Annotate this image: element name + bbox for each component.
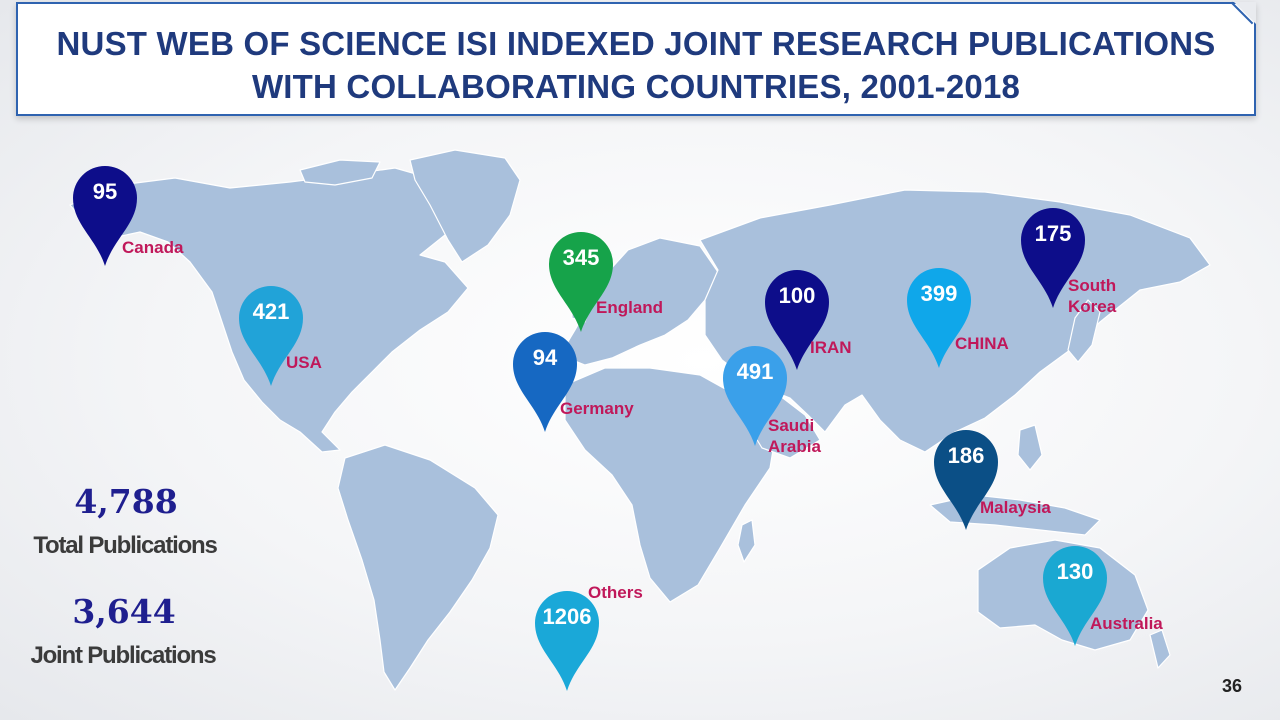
arctic-islands-landmass [299,159,381,186]
country-label-saudi-arabia: Saudi Arabia [768,416,821,456]
japan-landmass [1067,299,1101,363]
philippines-landmass [1017,424,1043,471]
total-publications-value: 4,788 [74,482,178,521]
map-pin-icon [907,268,971,368]
map-pin-icon [239,286,303,386]
total-publications-label: Total Publications [33,532,218,559]
new-zealand-landmass [1149,629,1171,669]
pin-australia: 130 [1040,542,1110,646]
pin-saudi-arabia: 491 [720,342,790,446]
pin-germany: 94 [510,328,580,432]
country-label-china: CHINA [955,334,1009,353]
joint-publications-value: 3,644 [72,592,176,631]
pin-value-south-korea: 175 [1034,221,1072,246]
country-label-others: Others [588,583,643,602]
pin-usa: 421 [236,282,306,386]
madagascar-landmass [737,519,756,563]
map-pin-icon [934,430,998,530]
pin-china: 399 [904,264,974,368]
pin-value-germany: 94 [532,345,558,370]
country-label-usa: USA [286,353,322,372]
pin-iran: 100 [762,266,832,370]
country-label-malaysia: Malaysia [980,498,1051,517]
pin-value-saudi-arabia: 491 [736,359,774,384]
pin-value-canada: 95 [92,179,118,204]
pin-value-england: 345 [562,245,600,270]
pin-value-usa: 421 [252,299,290,324]
pin-value-iran: 100 [778,283,816,308]
map-pin-icon [513,332,577,432]
map-pin-icon [1021,208,1085,308]
pin-malaysia: 186 [931,426,1001,530]
map-pin-icon [723,346,787,446]
map-pin-icon [549,232,613,332]
pin-value-others: 1206 [542,604,592,629]
country-label-iran: IRAN [810,338,852,357]
map-pin-icon [535,591,599,691]
page-title-line-1: NUST WEB OF SCIENCE ISI INDEXED JOINT RE… [56,25,1216,62]
pin-value-australia: 130 [1056,559,1094,584]
pin-value-malaysia: 186 [947,443,985,468]
country-label-south-korea: South Korea [1068,276,1117,316]
joint-publications-label: Joint Publications [30,642,216,669]
country-label-england: England [596,298,664,317]
map-pin-icon [765,270,829,370]
country-label-australia: Australia [1090,614,1163,633]
pin-england: 345 [546,228,616,332]
south-america-landmass [337,444,499,691]
country-label-canada: Canada [122,238,184,257]
title-box: NUST WEB OF SCIENCE ISI INDEXED JOINT RE… [16,1,1256,116]
page-title-line-2: WITH COLLABORATING COUNTRIES, 2001-2018 [251,68,1021,105]
title-folded-corner [1234,2,1256,24]
page-number: 36 [1222,676,1243,696]
pin-canada: 95 [70,162,140,266]
pin-south-korea: 175 [1018,204,1088,308]
africa-landmass [564,367,776,603]
pin-value-china: 399 [920,281,958,306]
page-title: NUST WEB OF SCIENCE ISI INDEXED JOINT RE… [18,22,1254,108]
country-label-germany: Germany [560,399,634,418]
pin-others: 1206 [532,587,602,691]
greenland-landmass [409,149,521,263]
map-pin-icon [73,166,137,266]
map-pin-icon [1043,546,1107,646]
